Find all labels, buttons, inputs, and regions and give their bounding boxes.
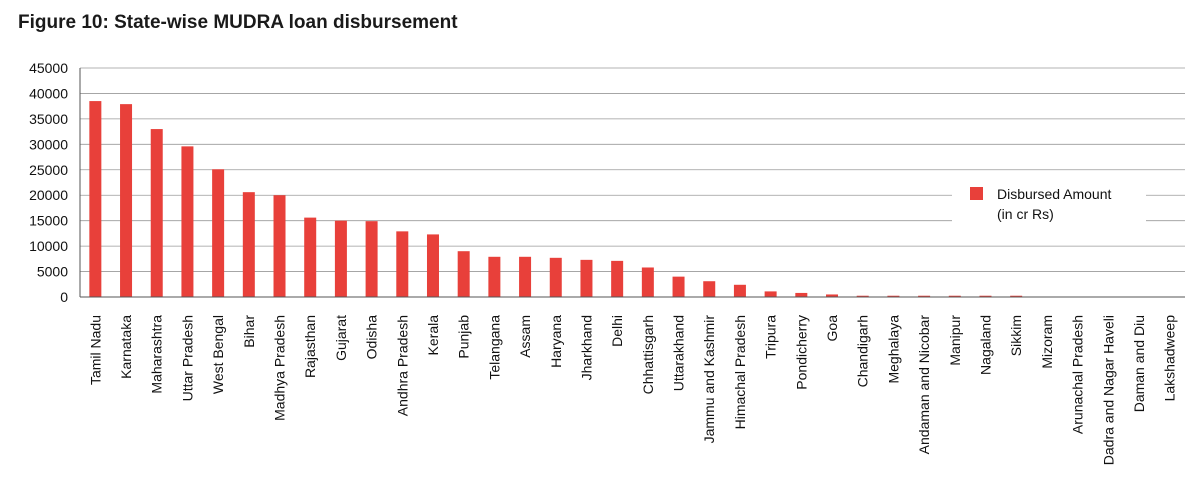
bar (488, 257, 500, 297)
x-tick-label: Meghalaya (885, 315, 901, 384)
x-tick-labels: Tamil Nadu Karnataka Maharashtra Uttar Prad… (87, 315, 1177, 466)
x-tick-label: Odisha (364, 315, 380, 360)
bar (734, 285, 746, 297)
bar (120, 104, 132, 297)
x-tick-label: Nagaland (977, 315, 993, 375)
y-tick-label: 15000 (29, 213, 68, 229)
x-tick-label: Andaman and Nicobar (916, 315, 932, 455)
x-tick-label: Haryana (548, 315, 564, 368)
y-tick-label: 40000 (29, 85, 68, 101)
x-tick-label: Kerala (425, 315, 441, 356)
x-tick-label: Assam (517, 315, 533, 358)
x-tick-label: Sikkim (1008, 315, 1024, 356)
bar (519, 257, 531, 297)
bar (703, 281, 715, 297)
legend: Disbursed Amount (in cr Rs) (952, 175, 1146, 231)
x-tick-label: Chandigarh (855, 315, 871, 387)
bar (274, 195, 286, 297)
x-tick-label: Lakshadweep (1162, 315, 1178, 402)
y-tick-label: 45000 (29, 60, 68, 76)
x-tick-label: Uttarakhand (671, 315, 687, 391)
x-tick-label: Andhra Pradesh (394, 315, 410, 416)
y-tick-label: 25000 (29, 162, 68, 178)
x-tick-label: Maharashtra (149, 315, 165, 394)
bar (795, 293, 807, 297)
y-tick-label: 5000 (37, 264, 68, 280)
x-tick-label: Tripura (763, 315, 779, 359)
y-tick-label: 20000 (29, 187, 68, 203)
x-tick-label: Jharkhand (578, 315, 594, 380)
x-tick-label: Jammu and Kashmir (701, 315, 717, 444)
bar (151, 129, 163, 297)
x-tick-label: Goa (824, 315, 840, 342)
x-tick-label: Delhi (609, 315, 625, 347)
x-tick-label: Pondicherry (793, 315, 809, 390)
bar (396, 231, 408, 297)
bar (181, 146, 193, 297)
bar (642, 267, 654, 297)
x-tick-label: Madhya Pradesh (272, 315, 288, 421)
bar (212, 169, 224, 297)
x-tick-label: Bihar (241, 315, 257, 348)
bar (243, 192, 255, 297)
y-tick-label: 0 (60, 289, 68, 305)
legend-box (952, 175, 1146, 231)
bar (611, 261, 623, 297)
x-tick-label: Uttar Pradesh (179, 315, 195, 401)
bar (89, 101, 101, 297)
bar (458, 251, 470, 297)
x-tick-label: West Bengal (210, 315, 226, 394)
bar (427, 234, 439, 297)
x-tick-label: Tamil Nadu (87, 315, 103, 385)
bar (765, 291, 777, 297)
x-tick-label: Telangana (486, 315, 502, 380)
legend-label-unit: (in cr Rs) (997, 206, 1054, 222)
bar (304, 218, 316, 297)
y-tick-label: 10000 (29, 238, 68, 254)
bar (673, 277, 685, 297)
bar (366, 221, 378, 297)
bar (580, 260, 592, 297)
x-tick-label: Dadra and Nagar Haveli (1100, 315, 1116, 465)
x-tick-label: Rajasthan (302, 315, 318, 378)
y-tick-label: 30000 (29, 136, 68, 152)
x-tick-label: Gujarat (333, 315, 349, 361)
x-tick-label: Karnataka (118, 315, 134, 379)
legend-swatch (970, 187, 983, 200)
x-tick-label: Mizoram (1039, 315, 1055, 369)
x-tick-label: Himachal Pradesh (732, 315, 748, 429)
legend-label: Disbursed Amount (997, 186, 1112, 202)
bar (550, 258, 562, 297)
x-tick-label: Punjab (456, 315, 472, 359)
x-tick-label: Chhattisgarh (640, 315, 656, 394)
x-tick-label: Arunachal Pradesh (1070, 315, 1086, 434)
bar (335, 221, 347, 297)
x-tick-label: Manipur (947, 315, 963, 366)
y-tick-labels: 0 5000 10000 15000 20000 25000 30000 35000 40000… (29, 60, 68, 305)
x-tick-label: Daman and Diu (1131, 315, 1147, 412)
y-tick-label: 35000 (29, 111, 68, 127)
